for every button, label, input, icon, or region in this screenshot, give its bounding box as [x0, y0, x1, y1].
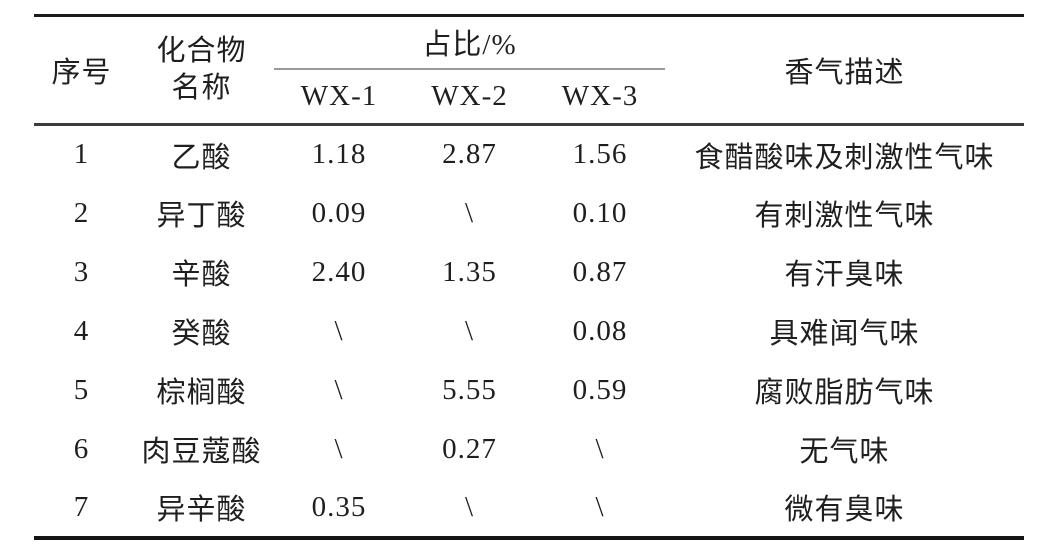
cell-wx3: \: [595, 490, 605, 523]
cell-wx3: 0.10: [572, 196, 628, 229]
cell-wx2: 5.55: [442, 373, 497, 406]
cell-wx1: \: [334, 314, 344, 347]
cell-wx2: \: [464, 314, 475, 347]
compound-aroma-table: 序号 化合物 名称 占比/% 香气描述 WX-1 WX-2 WX-3 1 乙酸 …: [34, 14, 1024, 540]
cell-wx3: 0.08: [572, 314, 628, 347]
cell-wx1: 0.35: [311, 490, 367, 523]
table-header: 序号 化合物 名称 占比/% 香气描述 WX-1 WX-2 WX-3: [34, 15, 1024, 126]
header-compound-line1: 化合物: [156, 34, 247, 67]
table-row: 7 异辛酸 0.35 \ \ 微有臭味: [34, 479, 1024, 538]
cell-no: 7: [73, 490, 90, 523]
cell-no: 4: [73, 314, 90, 347]
cell-aroma: 微有臭味: [784, 494, 905, 526]
cell-compound: 棕榈酸: [156, 377, 247, 409]
table-row: 1 乙酸 1.18 2.87 1.56 食醋酸味及刺激性气味: [34, 125, 1024, 184]
cell-aroma: 具难闻气味: [769, 318, 920, 350]
header-wx1: WX-1: [274, 68, 404, 126]
cell-no: 3: [73, 255, 90, 288]
cell-no: 1: [73, 138, 90, 171]
table-body: 1 乙酸 1.18 2.87 1.56 食醋酸味及刺激性气味 2 异丁酸 0.0…: [34, 125, 1024, 538]
cell-wx2: \: [464, 490, 475, 523]
cell-aroma: 无气味: [799, 436, 890, 468]
cell-no: 6: [73, 432, 90, 465]
header-proportion-group: 占比/%: [274, 15, 665, 70]
header-row-group: 序号 化合物 名称 占比/% 香气描述: [34, 15, 1024, 126]
table-row: 4 癸酸 \ \ 0.08 具难闻气味: [34, 302, 1024, 361]
cell-wx2: 2.87: [442, 138, 497, 171]
cell-no: 5: [73, 373, 90, 406]
cell-wx2: \: [464, 196, 475, 229]
cell-aroma: 有汗臭味: [784, 259, 905, 291]
header-compound-name: 化合物 名称: [129, 15, 274, 126]
cell-compound: 辛酸: [171, 259, 232, 291]
cell-compound: 异丁酸: [156, 200, 247, 232]
cell-wx1: \: [334, 432, 344, 465]
cell-wx1: 1.18: [311, 138, 367, 171]
table-row: 2 异丁酸 0.09 \ 0.10 有刺激性气味: [34, 184, 1024, 243]
table-row: 5 棕榈酸 \ 5.55 0.59 腐败脂肪气味: [34, 361, 1024, 420]
header-wx2: WX-2: [404, 68, 535, 126]
cell-compound: 癸酸: [171, 318, 232, 350]
cell-no: 2: [73, 196, 90, 229]
cell-aroma: 有刺激性气味: [754, 200, 935, 232]
cell-wx3: 0.87: [572, 255, 628, 288]
cell-aroma: 腐败脂肪气味: [754, 377, 935, 409]
cell-compound: 异辛酸: [156, 494, 247, 526]
cell-wx1: 2.40: [311, 255, 367, 288]
cell-wx3: 0.59: [572, 373, 628, 406]
table-row: 6 肉豆蔻酸 \ 0.27 \ 无气味: [34, 420, 1024, 479]
header-row-samples: WX-1 WX-2 WX-3: [34, 68, 1024, 126]
header-no: 序号: [34, 15, 129, 126]
cell-wx1: 0.09: [311, 196, 367, 229]
table-row: 3 辛酸 2.40 1.35 0.87 有汗臭味: [34, 243, 1024, 302]
cell-wx1: \: [334, 373, 344, 406]
header-aroma: 香气描述: [665, 15, 1024, 126]
header-compound-line2: 名称: [171, 72, 232, 104]
cell-compound: 肉豆蔻酸: [141, 436, 262, 468]
cell-aroma: 食醋酸味及刺激性气味: [694, 141, 995, 174]
cell-wx2: 0.27: [442, 432, 497, 465]
header-wx3: WX-3: [535, 68, 665, 126]
cell-wx3: \: [595, 432, 605, 465]
cell-wx3: 1.56: [572, 138, 628, 171]
cell-compound: 乙酸: [171, 141, 232, 174]
cell-wx2: 1.35: [442, 255, 497, 288]
